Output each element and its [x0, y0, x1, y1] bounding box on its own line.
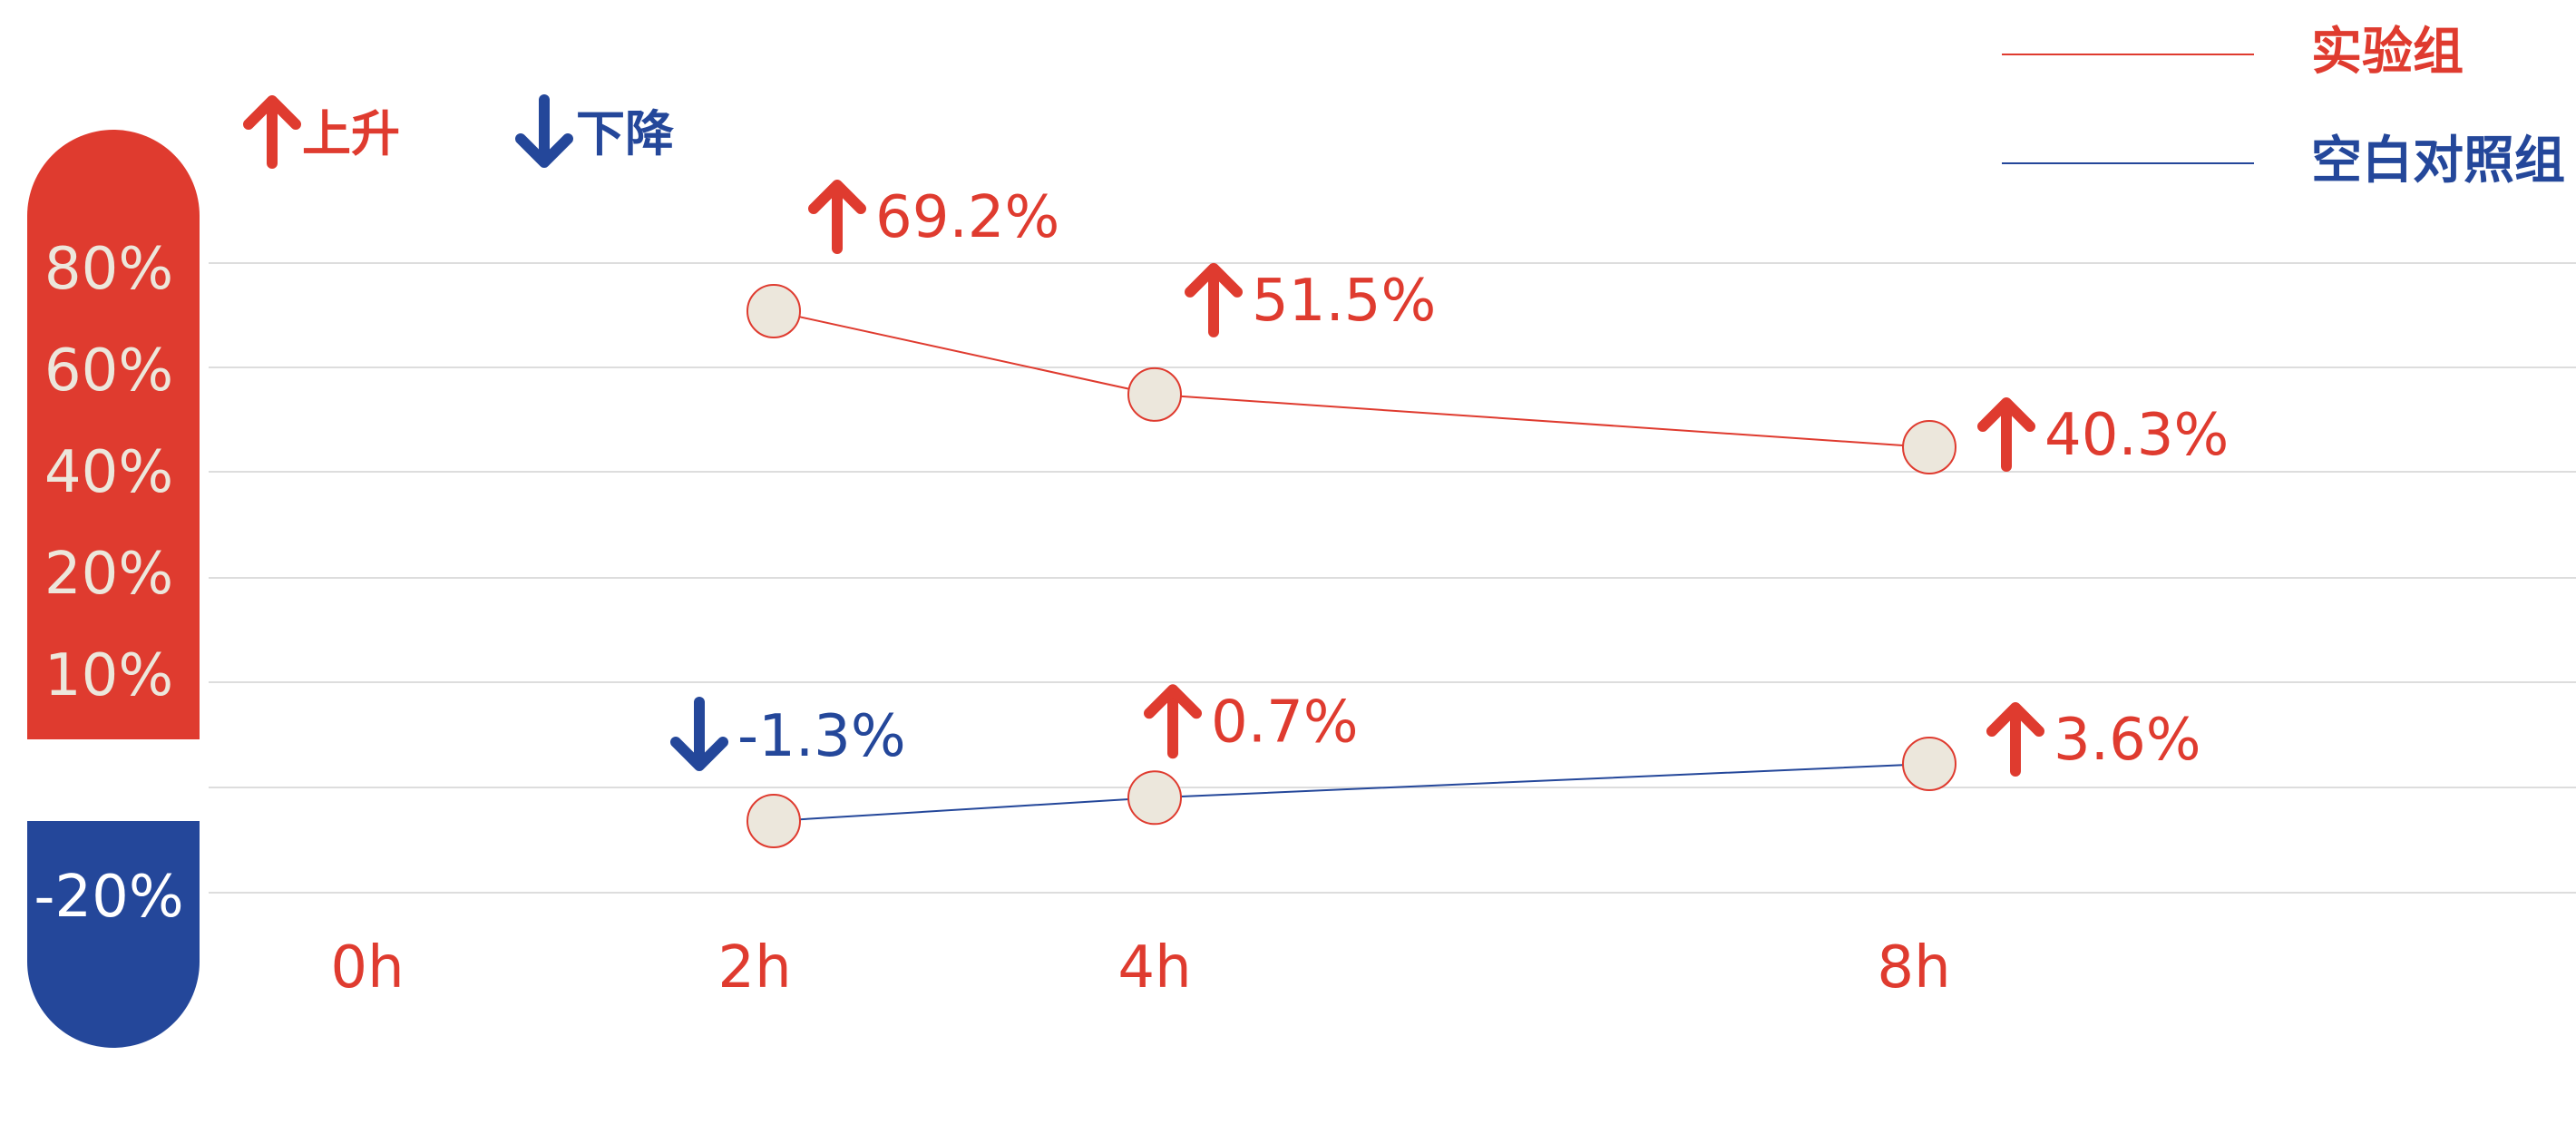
x-tick-label: 2h: [717, 934, 791, 1002]
arrow-up-icon: [1185, 262, 1243, 337]
data-point: [746, 284, 801, 338]
arrow-up-icon: [243, 95, 301, 169]
y-axis-positive-panel: [27, 130, 200, 739]
y-tick-label: 60%: [44, 337, 173, 405]
data-label: 40.3%: [2044, 402, 2229, 469]
data-point: [1127, 770, 1182, 826]
data-label: 0.7%: [1211, 689, 1359, 756]
arrow-up-icon: [1986, 702, 2044, 777]
legend: 实验组 空白对照组: [2002, 23, 2565, 191]
key-up-label: 上升: [302, 105, 400, 162]
y-tick-label: -20%: [34, 864, 183, 931]
series-marks: 69.2% 51.5% 40.3% -1.3% 0.7% 3.6%: [670, 180, 2229, 848]
arrow-down-icon: [670, 697, 728, 771]
y-tick-label: 80%: [44, 236, 173, 303]
arrow-up-icon: [1977, 397, 2035, 472]
x-tick-label: 8h: [1877, 934, 1950, 1002]
arrow-up-icon: [1144, 684, 1202, 759]
arrow-down-icon: [515, 94, 573, 168]
y-axis-panels: [27, 130, 200, 1048]
y-axis-ticks: 80% 60% 40% 20% 10% -20%: [34, 236, 183, 931]
y-tick-label: 40%: [44, 439, 173, 506]
data-label: 3.6%: [2054, 707, 2201, 774]
key-down-label: 下降: [576, 105, 674, 162]
x-axis-ticks: 0h 2h 4h 8h: [330, 934, 1950, 1002]
y-tick-label: 20%: [44, 541, 173, 608]
direction-key: 上升 下降: [243, 94, 674, 169]
data-point: [746, 794, 801, 848]
arrow-up-icon: [808, 180, 866, 254]
legend-label-experimental: 实验组: [2311, 23, 2464, 82]
data-point: [1902, 420, 1956, 474]
data-point: [1902, 737, 1956, 791]
x-tick-label: 0h: [330, 934, 404, 1002]
gridlines: [209, 262, 2576, 894]
y-axis-negative-panel: [27, 821, 200, 1048]
x-tick-label: 4h: [1117, 934, 1191, 1002]
series-line-control: [773, 763, 1930, 822]
data-label: 51.5%: [1252, 268, 1436, 335]
y-tick-label: 10%: [44, 642, 173, 709]
legend-label-control: 空白对照组: [2311, 132, 2565, 191]
data-label: -1.3%: [737, 703, 906, 770]
data-label: 69.2%: [875, 184, 1059, 251]
data-point: [1127, 367, 1182, 422]
